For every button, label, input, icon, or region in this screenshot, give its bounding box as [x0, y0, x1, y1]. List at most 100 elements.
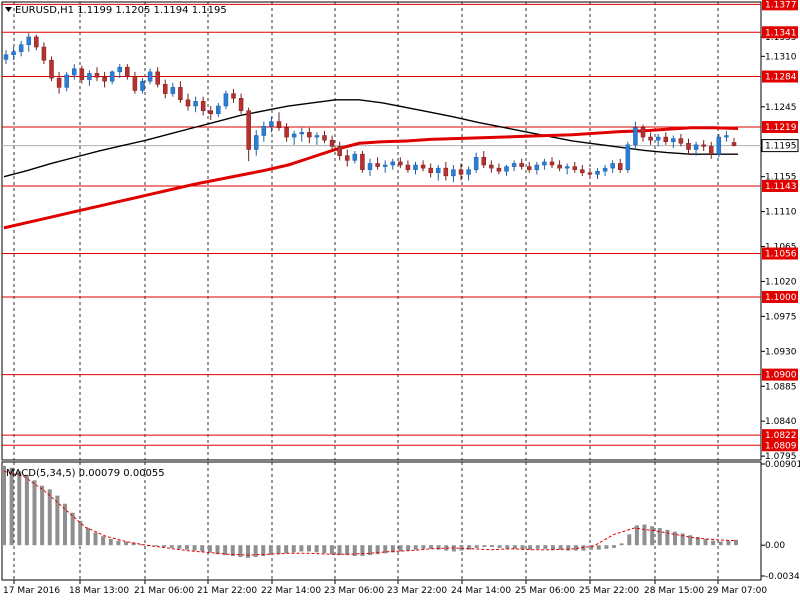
macd-bar	[268, 545, 273, 556]
macd-bar	[619, 543, 624, 546]
macd-bar	[444, 545, 449, 551]
macd-bar	[512, 545, 517, 549]
x-tick-label: 28 Mar 15:00	[644, 586, 704, 596]
macd-bar	[299, 545, 304, 552]
candle-body	[693, 144, 699, 150]
macd-bar	[711, 540, 716, 546]
macd-y-tick-label: 0.00	[765, 541, 785, 551]
macd-bar	[612, 545, 616, 548]
macd-bar	[520, 545, 525, 550]
macd-bar	[390, 545, 395, 553]
candle-body	[299, 132, 304, 135]
macd-bar	[505, 545, 510, 549]
candle-body	[231, 93, 236, 99]
candle-body	[587, 172, 593, 175]
triangle-down-icon[interactable]	[5, 7, 12, 12]
candle-body	[132, 76, 138, 91]
candle-body	[102, 77, 107, 82]
candle-body	[345, 155, 350, 161]
y-tick-label: 1.1110	[765, 208, 797, 218]
y-tick-label: 1.1155	[765, 173, 797, 183]
macd-bar	[398, 545, 403, 552]
moving-averages	[3, 99, 739, 230]
macd-bar	[680, 533, 685, 546]
macd-bar	[596, 545, 601, 550]
macd-bar	[261, 545, 266, 556]
macd-signal-line	[3, 470, 737, 556]
candle-body	[314, 135, 320, 138]
candle-body	[542, 161, 547, 166]
candle-body	[238, 98, 244, 111]
macd-y-tick-label: 0.00901	[765, 460, 800, 470]
macd-bar	[116, 540, 121, 546]
candle-body	[436, 167, 441, 174]
candle-body	[648, 136, 653, 141]
candle-body	[504, 166, 509, 172]
x-tick-label: 25 Mar 22:00	[579, 586, 639, 596]
candle-body	[678, 138, 684, 144]
candle-body	[390, 161, 395, 166]
macd-bar	[162, 545, 167, 547]
macd-bar	[17, 471, 22, 546]
macd-bar	[85, 528, 90, 546]
candle-body	[625, 144, 631, 170]
candle-body	[94, 73, 100, 78]
candle-body	[269, 121, 274, 127]
macd-bar	[657, 528, 662, 546]
macd-bar	[78, 520, 83, 546]
level-price-tag	[762, 290, 798, 303]
macd-bar	[24, 474, 29, 546]
macd-bar	[215, 545, 220, 555]
macd-bar	[70, 512, 75, 546]
candle-body	[398, 161, 403, 166]
level-price-tag	[762, 368, 798, 381]
candle-body	[322, 135, 327, 141]
macd-bar	[47, 489, 52, 546]
macd-bar	[314, 545, 319, 553]
level-price-tag	[762, 179, 798, 192]
candle-body	[489, 164, 494, 169]
candle-body	[527, 166, 532, 170]
macd-bar	[718, 541, 723, 546]
macd-bar	[352, 545, 357, 556]
candle-body	[155, 71, 160, 85]
macd-y-tick-label: -0.00342	[765, 572, 800, 582]
macd-bar	[238, 545, 243, 557]
y-tick-label: 1.0840	[765, 417, 797, 427]
candle-body	[41, 46, 47, 61]
macd-bar	[429, 545, 433, 549]
macd-bar	[535, 545, 540, 549]
macd-bar	[207, 545, 212, 553]
x-tick-label: 22 Mar 14:00	[261, 586, 321, 596]
candle-body	[208, 110, 213, 115]
candle-body	[671, 138, 676, 142]
macd-bar	[383, 545, 388, 554]
candle-body	[56, 77, 62, 88]
level-price-tag	[762, 120, 798, 133]
candle-body	[307, 132, 312, 138]
candle-body	[458, 169, 464, 175]
level-price-label: 1.1000	[765, 293, 797, 303]
macd-pane-frame	[1, 461, 762, 581]
candle-body	[602, 167, 608, 172]
macd-bar	[703, 538, 708, 546]
macd-bar	[375, 545, 380, 555]
macd-bar	[436, 545, 441, 550]
candle-body	[367, 163, 373, 170]
candle-body	[284, 127, 289, 138]
macd-bar	[627, 534, 632, 546]
candle-body	[633, 127, 638, 146]
candle-body	[511, 163, 517, 167]
support-resistance-lines[interactable]	[2, 3, 761, 446]
candle-body	[557, 164, 562, 169]
macd-bar	[528, 545, 533, 550]
level-price-tag	[762, 70, 798, 83]
candle-body	[125, 66, 130, 77]
candle-body	[185, 99, 191, 107]
candle-body	[216, 105, 221, 115]
macd-bar	[558, 545, 563, 550]
macd-bar	[673, 531, 677, 546]
macd-bar	[124, 541, 128, 546]
